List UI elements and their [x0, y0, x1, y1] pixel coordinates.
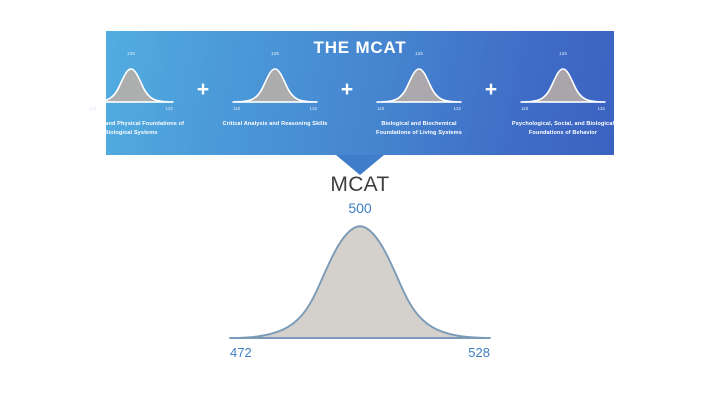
plus-operator-icon: + — [196, 77, 210, 101]
total-axis-min-label: 472 — [230, 345, 252, 360]
plus-operator-icon: + — [340, 77, 354, 101]
plus-operator-icon: + — [484, 77, 498, 101]
mini-peak-label: 125 — [558, 51, 568, 56]
section-psychological-social: 125 118 132 Psychological, Social, and B… — [504, 51, 622, 137]
bell-curve-icon — [232, 68, 318, 103]
banner-title: THE MCAT — [313, 38, 407, 57]
total-axis-max-label: 528 — [468, 345, 490, 360]
mini-bell-curve-chart: 125 — [504, 51, 622, 107]
bell-curve-icon — [520, 68, 606, 103]
mini-axis-min-label: 118 — [89, 106, 97, 111]
bell-curve-icon — [88, 68, 174, 103]
banner-notch-arrow — [336, 155, 384, 175]
mini-axis-labels: 118 132 — [360, 106, 478, 114]
mini-axis-max-label: 132 — [597, 106, 605, 111]
mini-bell-curve-chart: 125 — [216, 51, 334, 107]
total-score-block: MCAT 500 472 528 — [186, 172, 534, 372]
total-title: MCAT — [330, 173, 390, 196]
mini-peak-label: 125 — [126, 51, 136, 56]
mini-axis-labels: 118 132 — [216, 106, 334, 114]
mini-axis-labels: 118 132 — [72, 106, 190, 114]
section-label: Critical Analysis and Reasoning Skills — [222, 121, 328, 127]
mini-peak-label: 125 — [414, 51, 424, 56]
total-axis-labels: 472 528 — [186, 345, 534, 363]
mini-axis-max-label: 132 — [309, 106, 317, 111]
total-peak-label: 500 — [348, 200, 372, 216]
section-label: Psychological, Social, and Biological Fo… — [511, 121, 615, 136]
mini-bell-curve-chart: 125 — [72, 51, 190, 107]
mini-axis-min-label: 118 — [377, 106, 385, 111]
section-row: 125 118 132 Chemical and Physical Founda… — [78, 51, 641, 155]
mcat-banner: THE MCAT 125 118 132 Chemical and Physic… — [78, 31, 641, 155]
section-label: Chemical and Physical Foundations of Bio… — [77, 121, 185, 136]
mini-axis-max-label: 132 — [453, 106, 461, 111]
mini-axis-labels: 118 132 — [504, 106, 622, 114]
section-chemical-physical: 125 118 132 Chemical and Physical Founda… — [72, 51, 190, 137]
bell-curve-icon — [376, 68, 462, 103]
section-label: Biological and Biochemical Foundations o… — [376, 121, 462, 136]
mini-bell-curve-chart: 125 — [360, 51, 478, 107]
bell-curve-icon — [229, 225, 491, 339]
section-biological-biochemical: 125 118 132 Biological and Biochemical F… — [360, 51, 478, 137]
equals-operator-icon: = — [628, 77, 642, 101]
section-cars: 125 118 132 Critical Analysis and Reason… — [216, 51, 334, 129]
mini-peak-label: 125 — [270, 51, 280, 56]
mini-axis-min-label: 118 — [233, 106, 241, 111]
mini-axis-max-label: 132 — [165, 106, 173, 111]
mini-axis-min-label: 118 — [521, 106, 529, 111]
total-bell-curve-chart — [186, 218, 534, 345]
